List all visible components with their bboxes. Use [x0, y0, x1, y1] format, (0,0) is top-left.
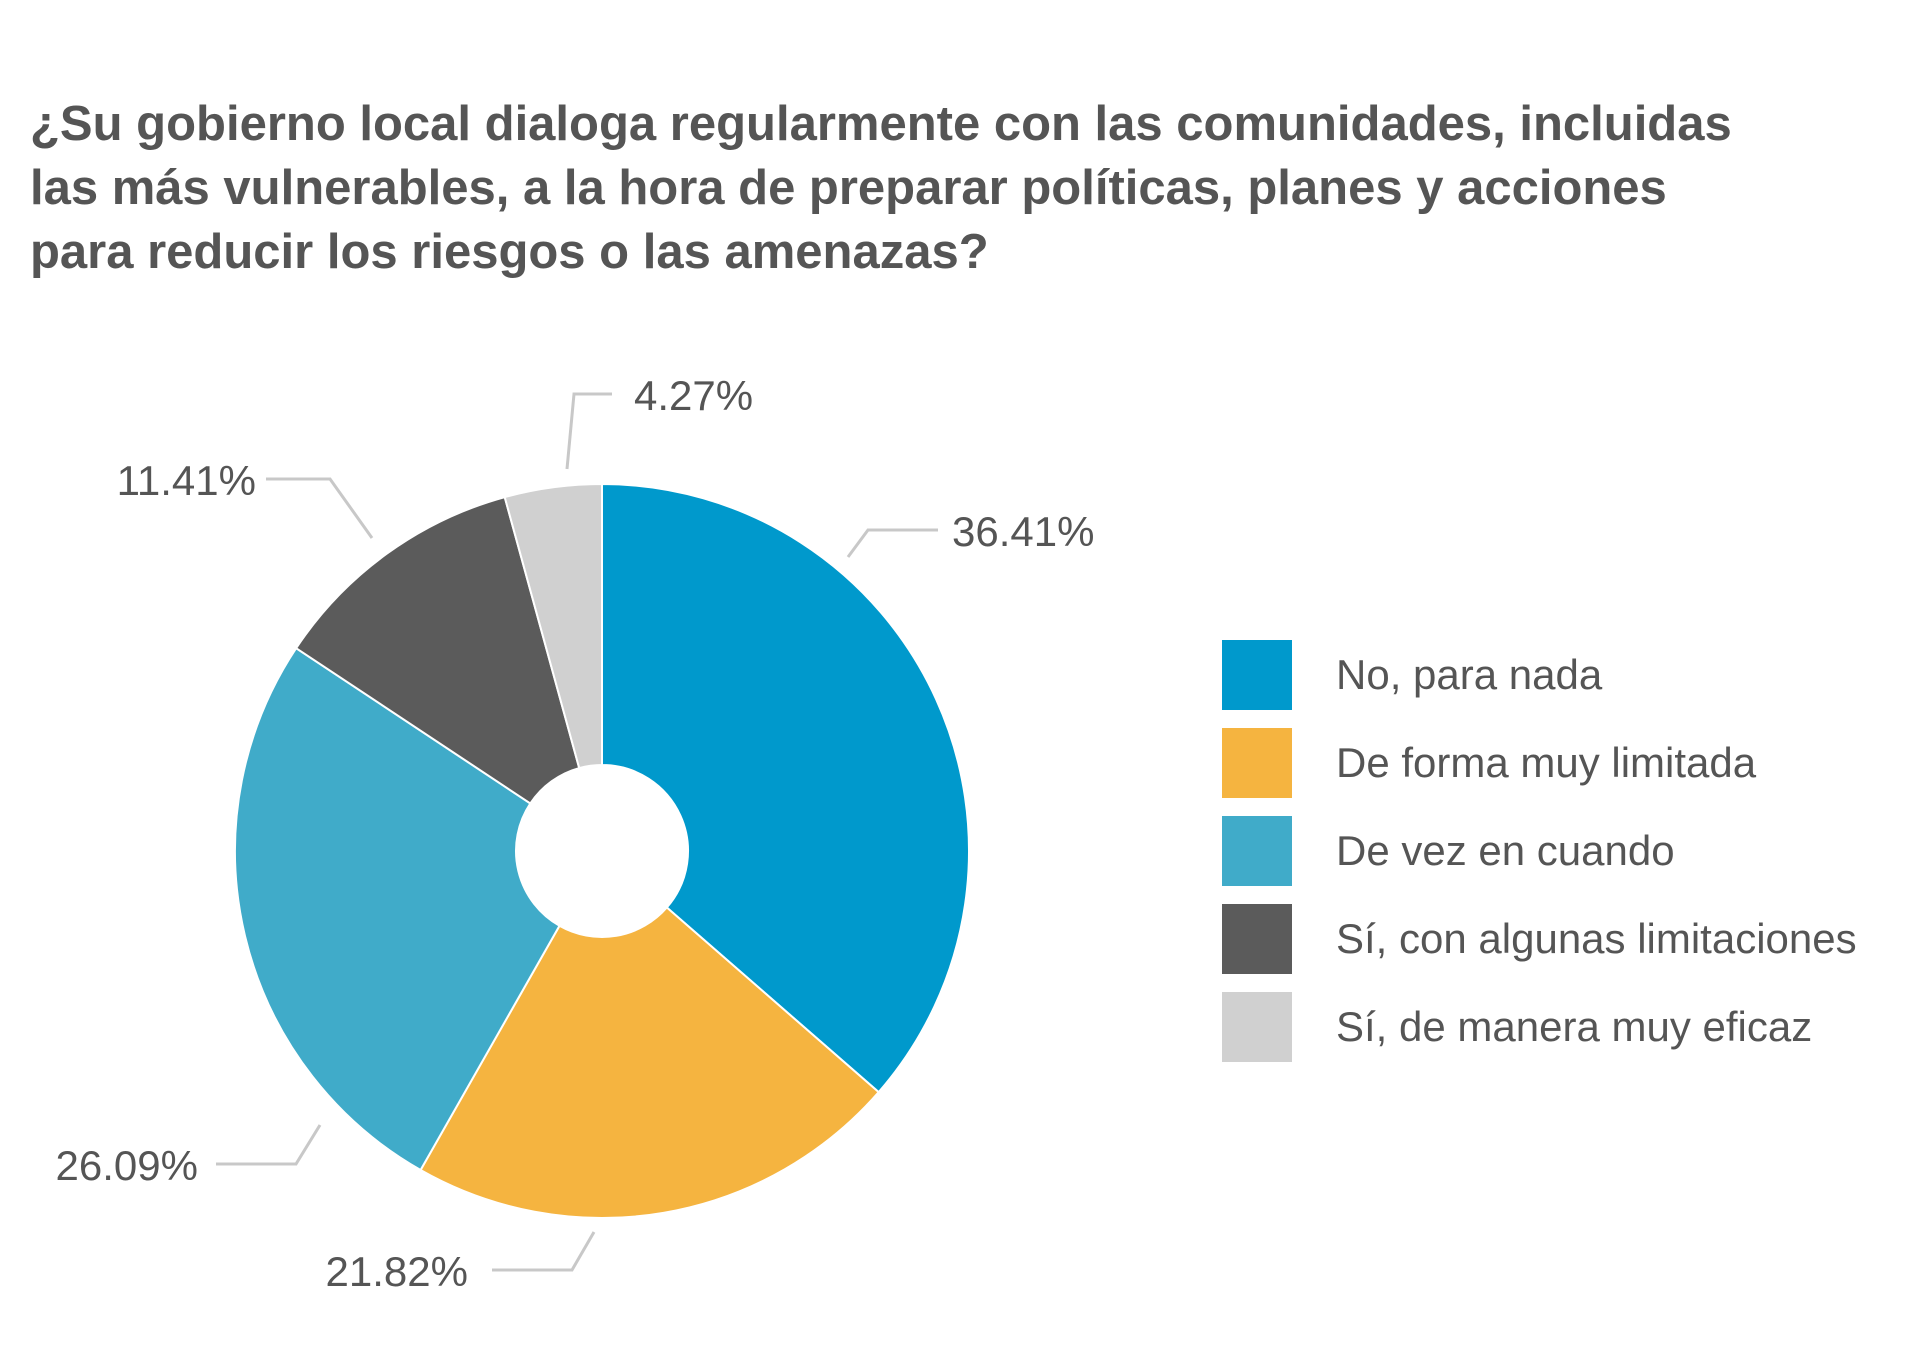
legend-item-de-forma-muy-limitada: De forma muy limitada	[1222, 719, 1857, 807]
leader-line-no-para-nada	[846, 528, 938, 558]
slice-label-no-para-nada: 36.41%	[952, 508, 1094, 555]
legend-swatch	[1222, 728, 1292, 798]
legend-label: Sí, de manera muy eficaz	[1336, 1003, 1813, 1050]
slice-label-de-vez-en-cuando: 26.09%	[56, 1142, 198, 1189]
pie-slice-si-de-manera-muy-eficaz	[503, 482, 603, 770]
leader-line-de-vez-en-cuando	[216, 1124, 322, 1166]
legend-label: No, para nada	[1336, 651, 1603, 698]
legend-item-de-vez-en-cuando: De vez en cuando	[1222, 807, 1857, 895]
slice-label-si-con-algunas-limitaciones: 11.41%	[117, 457, 256, 504]
slice-labels: 36.41% 21.82% 26.09% 11.41% 4.27%	[56, 372, 1095, 1295]
pie-slice-no-para-nada	[601, 482, 970, 1094]
legend-item-si-de-manera-muy-eficaz: Sí, de manera muy eficaz	[1222, 983, 1857, 1071]
legend-swatch	[1222, 904, 1292, 974]
leader-line-si-de-manera-muy-eficaz	[565, 392, 612, 470]
chart-title-line: ¿Su gobierno local dialoga regularmente …	[30, 97, 1732, 151]
leader-line-si-con-algunas-limitaciones	[266, 477, 374, 539]
pie-slice-si-con-algunas-limitaciones	[294, 495, 581, 805]
legend-label: De forma muy limitada	[1336, 739, 1757, 786]
slice-label-de-forma-muy-limitada: 21.82%	[326, 1248, 468, 1295]
legend: No, para nada De forma muy limitada De v…	[1222, 631, 1857, 1071]
chart-title-line: para reducir los riesgos o las amenazas?	[30, 225, 989, 279]
legend-label: Sí, con algunas limitaciones	[1336, 915, 1857, 962]
legend-swatch	[1222, 992, 1292, 1062]
legend-swatch	[1222, 816, 1292, 886]
chart-title-line: las más vulnerables, a la hora de prepar…	[30, 161, 1667, 215]
slice-label-si-de-manera-muy-eficaz: 4.27%	[634, 372, 753, 419]
pie-slices	[234, 482, 970, 1220]
chart-title: ¿Su gobierno local dialoga regularmente …	[30, 92, 1890, 284]
legend-item-si-con-algunas-limitaciones: Sí, con algunas limitaciones	[1222, 895, 1857, 983]
pie-slice-de-forma-muy-limitada	[419, 906, 881, 1220]
leader-line-de-forma-muy-limitada	[492, 1231, 596, 1272]
pie-slice-de-vez-en-cuando	[234, 646, 561, 1172]
leader-lines	[216, 392, 938, 1272]
legend-swatch	[1222, 640, 1292, 710]
legend-label: De vez en cuando	[1336, 827, 1675, 874]
legend-item-no-para-nada: No, para nada	[1222, 631, 1857, 719]
